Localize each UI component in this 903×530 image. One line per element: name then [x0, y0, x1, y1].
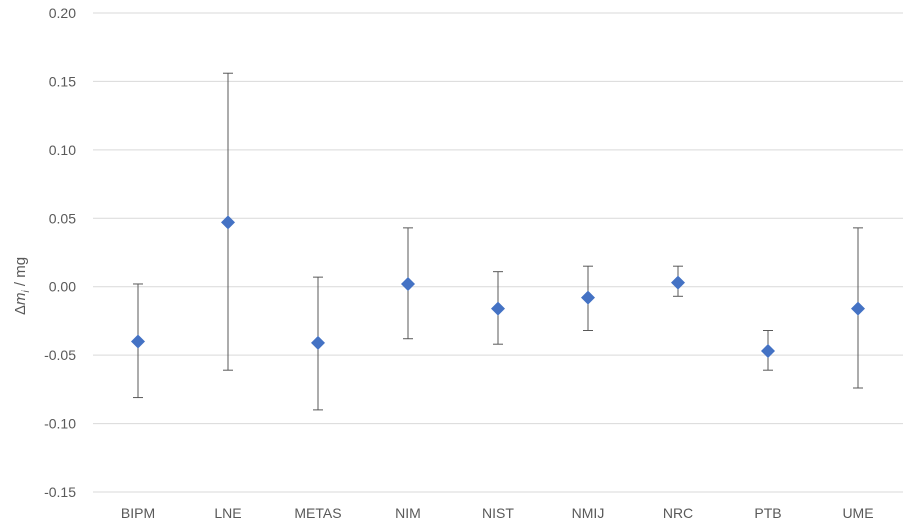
- y-axis-title-subscript: i: [21, 290, 32, 293]
- y-axis-title-prefix: Δ: [12, 305, 29, 315]
- y-axis-title-symbol: m: [12, 293, 29, 306]
- data-point-diamond: [671, 275, 685, 290]
- y-tick-label: 0.05: [49, 210, 76, 226]
- x-tick-label: NRC: [663, 505, 693, 521]
- data-point-diamond: [311, 335, 325, 350]
- y-tick-label: 0.15: [49, 73, 76, 89]
- y-tick-label: 0.20: [49, 5, 76, 21]
- x-tick-label: PTB: [754, 505, 781, 521]
- data-point-diamond: [761, 344, 775, 359]
- x-tick-label: NIST: [482, 505, 514, 521]
- x-tick-label: BIPM: [121, 505, 155, 521]
- data-point-diamond: [221, 215, 235, 230]
- data-point-diamond: [131, 334, 145, 349]
- y-tick-label: -0.05: [44, 347, 76, 363]
- error-bars: [133, 72, 863, 411]
- y-tick-label: 0.00: [49, 279, 76, 295]
- data-point-diamond: [401, 276, 415, 291]
- gridlines: [93, 12, 903, 493]
- y-axis-tick-labels: 0.20 0.15 0.10 0.05 0.00 -0.05 -0.10 -0.15: [44, 5, 76, 500]
- data-point-diamond: [491, 301, 505, 316]
- x-tick-label: METAS: [294, 505, 341, 521]
- y-axis-title-suffix: / mg: [12, 257, 29, 290]
- y-tick-label: -0.10: [44, 416, 76, 432]
- y-tick-label: 0.10: [49, 142, 76, 158]
- data-point-diamond: [581, 290, 595, 305]
- x-axis-tick-labels: BIPM LNE METAS NIM NIST NMIJ NRC PTB UME: [121, 505, 874, 521]
- data-points: [131, 215, 865, 359]
- x-tick-label: NIM: [395, 505, 421, 521]
- x-tick-label: LNE: [214, 505, 241, 521]
- x-tick-label: UME: [842, 505, 873, 521]
- x-tick-label: NMIJ: [572, 505, 605, 521]
- data-point-diamond: [851, 301, 865, 316]
- y-tick-label: -0.15: [44, 484, 76, 500]
- y-axis-title: Δmi / mg: [12, 257, 32, 315]
